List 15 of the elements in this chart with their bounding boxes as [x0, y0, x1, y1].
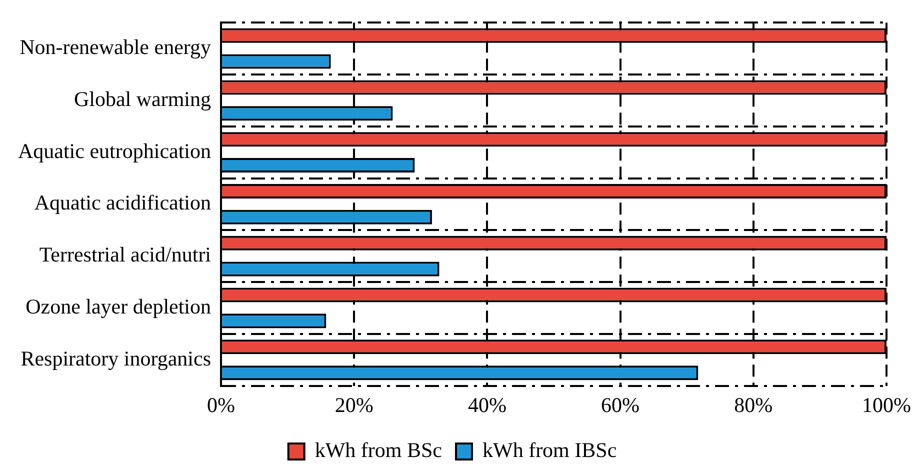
legend-label: kWh from BSc [314, 438, 442, 462]
legend-label: kWh from IBSc [482, 438, 617, 462]
x-tick-label: 80% [734, 392, 773, 417]
y-tick-label: Ozone layer depletion [26, 294, 212, 318]
y-tick-label: Terrestrial acid/nutri [39, 242, 212, 267]
x-tick-label: 20% [334, 392, 374, 417]
y-tick-label: Aquatic acidification [34, 190, 212, 215]
x-tick-label: 0% [207, 392, 236, 417]
x-tick-label: 100% [862, 392, 912, 417]
y-tick-label: Global warming [74, 86, 212, 111]
y-tick-label: Respiratory inorganics [20, 346, 212, 370]
y-tick-label: Non-renewable energy [20, 35, 212, 60]
y-tick-label: Aquatic eutrophication [18, 138, 212, 163]
x-tick-label: 60% [601, 392, 640, 417]
x-tick-label: 40% [468, 392, 506, 417]
